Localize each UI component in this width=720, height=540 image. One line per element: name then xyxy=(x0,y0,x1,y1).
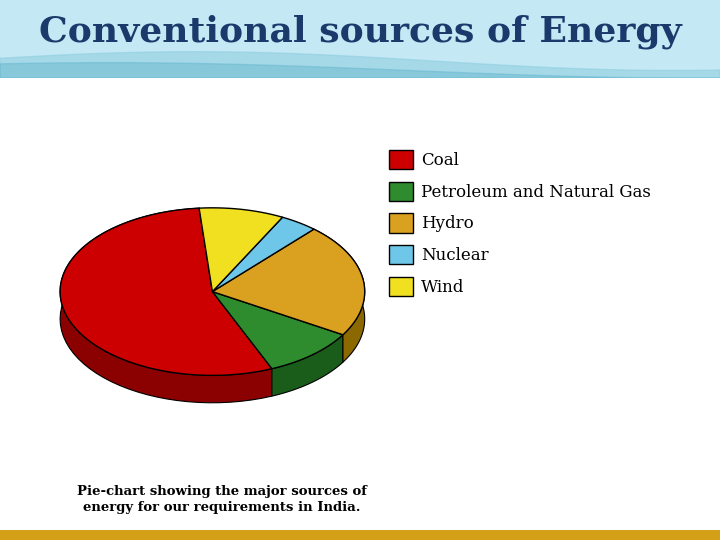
Text: Conventional sources of Energy: Conventional sources of Energy xyxy=(39,14,681,49)
Legend: Coal, Petroleum and Natural Gas, Hydro, Nuclear, Wind: Coal, Petroleum and Natural Gas, Hydro, … xyxy=(383,143,657,303)
Polygon shape xyxy=(314,229,365,362)
Polygon shape xyxy=(0,0,720,78)
Polygon shape xyxy=(199,208,282,292)
Polygon shape xyxy=(212,229,365,335)
Text: Pie-chart showing the major sources of
energy for our requirements in India.: Pie-chart showing the major sources of e… xyxy=(77,485,366,514)
Polygon shape xyxy=(60,208,272,403)
Polygon shape xyxy=(60,208,272,375)
Polygon shape xyxy=(272,335,343,396)
Polygon shape xyxy=(212,292,343,369)
Polygon shape xyxy=(212,217,314,292)
